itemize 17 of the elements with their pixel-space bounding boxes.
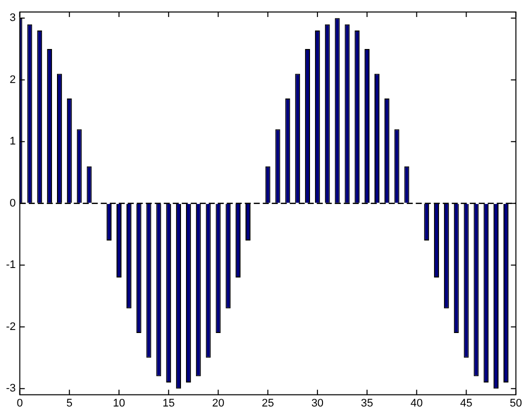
x-tick-label: 40 <box>410 397 423 410</box>
y-tick-label: 0 <box>10 197 16 210</box>
x-tick-label: 10 <box>112 397 126 410</box>
x-tick-label: 15 <box>162 397 175 410</box>
x-tick-label: 50 <box>510 397 522 410</box>
x-tick-label: 30 <box>311 397 324 410</box>
y-tick-label: -3 <box>6 382 16 395</box>
x-tick-label: 20 <box>212 397 224 410</box>
x-tick-label: 25 <box>262 397 274 410</box>
y-tick-label: 3 <box>10 12 16 24</box>
y-tick-label: 1 <box>10 136 16 148</box>
x-tick-label: 45 <box>460 397 472 410</box>
y-tick-label: 2 <box>10 74 16 86</box>
x-tick-label: 35 <box>360 397 374 410</box>
y-tick-label: -1 <box>6 259 16 272</box>
x-tick-label: 5 <box>66 397 72 410</box>
y-tick-label: -2 <box>6 320 16 333</box>
